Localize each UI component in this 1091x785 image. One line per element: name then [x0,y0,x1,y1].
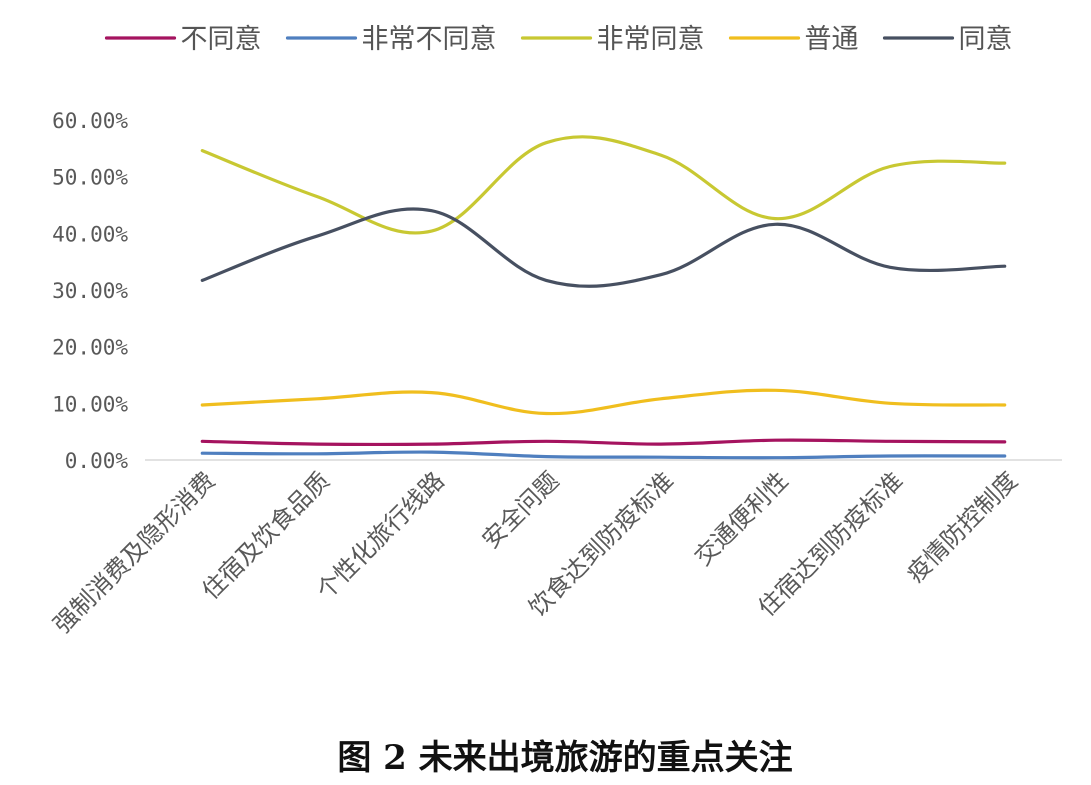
y-tick-label: 20.00% [52,336,128,360]
x-category-label: 交通便利性 [689,466,794,571]
figure-caption: 图 2 未来出境旅游的重点关注 [337,738,792,778]
legend-item: 普通 [728,24,858,55]
x-category-label: 强制消费及隐形消费 [48,466,221,639]
legend-item: 非常同意 [520,24,705,55]
legend: 不同意 非常不同意 非常同意 普通 同意 [104,24,1012,55]
y-tick-label: 30.00% [52,279,128,303]
legend-label: 不同意 [181,24,262,55]
y-tick-label: 10.00% [52,392,128,416]
y-tick-label: 60.00% [52,109,128,133]
x-category-label: 安全问题 [477,466,565,554]
series-line-4 [200,207,1007,288]
legend-item: 非常不同意 [285,24,497,55]
legend-item: 不同意 [104,24,262,55]
x-category-label: 疫情防控制度 [901,466,1023,588]
y-tick-label: 0.00% [65,449,129,473]
legend-label: 非常同意 [597,24,705,55]
series-line-3 [200,388,1007,416]
y-tick-label: 40.00% [52,222,128,246]
series-line-1 [200,450,1007,460]
legend-label: 非常不同意 [362,24,497,55]
series-line-0 [200,438,1007,447]
legend-item: 同意 [882,24,1012,55]
y-tick-label: 50.00% [52,166,128,190]
series-line-2 [200,135,1007,235]
legend-label: 同意 [958,24,1012,55]
legend-label: 普通 [804,24,858,55]
series-lines [200,135,1007,460]
y-axis-ticks: 0.00% 10.00% 20.00% 30.00% 40.00% 50.00% 60.00… [52,109,128,473]
